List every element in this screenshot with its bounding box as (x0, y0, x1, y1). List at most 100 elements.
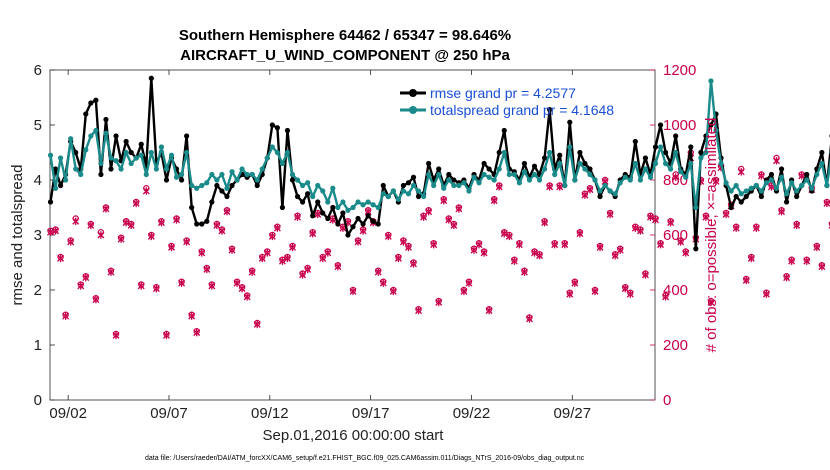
totalspread-point (698, 155, 704, 161)
obs-assimilated-marker (243, 293, 251, 301)
totalspread-point (289, 171, 296, 178)
rmse-point (582, 160, 588, 167)
obs-assimilated-marker (551, 240, 559, 249)
obs-assimilated-marker (798, 172, 806, 180)
obs-assimilated-marker (147, 232, 155, 241)
obs-assimilated-marker (168, 243, 175, 252)
totalspread-point (57, 155, 64, 161)
totalspread-point (688, 160, 694, 167)
obs-assimilated-marker (425, 207, 433, 216)
rmse-point (652, 144, 659, 150)
totalspread-point (783, 191, 790, 197)
totalspread-point (461, 180, 467, 186)
x-axis-label: Sep.01,2016 00:00:00 start (263, 427, 445, 444)
obs-assimilated-marker (218, 227, 226, 235)
obs-assimilated-marker (374, 268, 382, 276)
obs-assimilated-marker (440, 196, 448, 205)
totalspread-point (163, 166, 170, 172)
rmse-point (103, 116, 109, 123)
obs-assimilated-marker (354, 238, 362, 246)
rmse-point (73, 149, 79, 156)
obs-assimilated-marker (510, 257, 518, 265)
rmse-point (410, 174, 417, 180)
rmse-point (501, 127, 507, 134)
totalspread-point (244, 171, 250, 178)
totalspread-point (597, 188, 603, 194)
rmse-point (194, 221, 200, 227)
rmse-point (148, 75, 154, 81)
obs-assimilated-marker (319, 254, 327, 263)
obs-assimilated-marker (163, 331, 170, 340)
obs-assimilated-marker (405, 243, 412, 252)
rmse-point (224, 193, 230, 200)
totalspread-point (652, 160, 659, 167)
obs-assimilated-marker (520, 268, 528, 276)
rmse-point (531, 163, 538, 169)
rmse-point (128, 149, 134, 156)
totalspread-point (355, 199, 361, 205)
rmse-point (642, 155, 649, 161)
y-tick-label-left: 5 (34, 117, 42, 134)
y-tick-label-left: 2 (34, 282, 42, 299)
rmse-point (486, 166, 492, 172)
x-tick-label: 09/27 (554, 405, 592, 422)
obs-assimilated-marker (778, 207, 786, 216)
obs-assimilated-marker (379, 279, 387, 287)
rmse-point (733, 193, 739, 200)
totalspread-point (274, 149, 280, 156)
rmse-point (783, 199, 790, 205)
rmse-point (405, 180, 412, 186)
rmse-point (597, 193, 603, 200)
obs-assimilated-marker (505, 232, 513, 241)
obs-assimilated-marker (183, 238, 191, 246)
rmse-point (214, 182, 220, 189)
obs-assimilated-marker (823, 199, 830, 208)
totalspread-point (441, 185, 447, 191)
rmse-point (199, 221, 205, 227)
obs-assimilated-marker (762, 290, 770, 298)
rmse-point (496, 149, 502, 156)
obs-assimilated-marker (299, 271, 307, 279)
obs-assimilated-marker (77, 282, 85, 290)
totalspread-point (567, 144, 573, 150)
obs-assimilated-marker (783, 273, 791, 282)
totalspread-point (360, 202, 366, 208)
obs-assimilated-marker (631, 224, 639, 232)
totalspread-point (239, 166, 245, 172)
obs-assimilated-marker (92, 295, 100, 304)
y-tick-label-right: 1200 (663, 62, 696, 79)
totalspread-point (466, 188, 472, 194)
rmse-point (804, 171, 810, 178)
totalspread-point (496, 166, 502, 172)
obs-assimilated-marker (556, 183, 564, 191)
obs-assimilated-marker (546, 183, 554, 191)
obs-assimilated-marker (284, 254, 291, 263)
chart-title: Southern Hemisphere 64462 / 65347 = 98.6… (179, 27, 511, 44)
y-tick-label-left: 4 (34, 172, 42, 189)
totalspread-point (673, 149, 679, 156)
rmse-point (178, 177, 185, 183)
y-tick-label-right: 1000 (663, 117, 696, 134)
obs-assimilated-marker (208, 282, 216, 290)
totalspread-point (431, 182, 437, 189)
totalspread-point (63, 177, 69, 183)
obs-assimilated-marker (193, 328, 201, 337)
rmse-point (446, 171, 452, 178)
obs-assimilated-marker (263, 249, 271, 257)
totalspread-point (310, 193, 316, 200)
totalspread-point (511, 171, 517, 178)
totalspread-point (547, 149, 553, 156)
totalspread-point (471, 174, 477, 180)
totalspread-point (118, 166, 124, 172)
totalspread-point (330, 185, 336, 191)
obs-assimilated-marker (314, 210, 322, 219)
obs-assimilated-marker (813, 243, 821, 252)
totalspread-point (178, 171, 185, 178)
totalspread-point (214, 177, 220, 183)
totalspread-point (420, 193, 427, 200)
obs-assimilated-marker (273, 224, 281, 232)
obs-assimilated-marker (178, 279, 186, 287)
obs-assimilated-marker (389, 287, 397, 296)
totalspread-point (194, 185, 200, 191)
